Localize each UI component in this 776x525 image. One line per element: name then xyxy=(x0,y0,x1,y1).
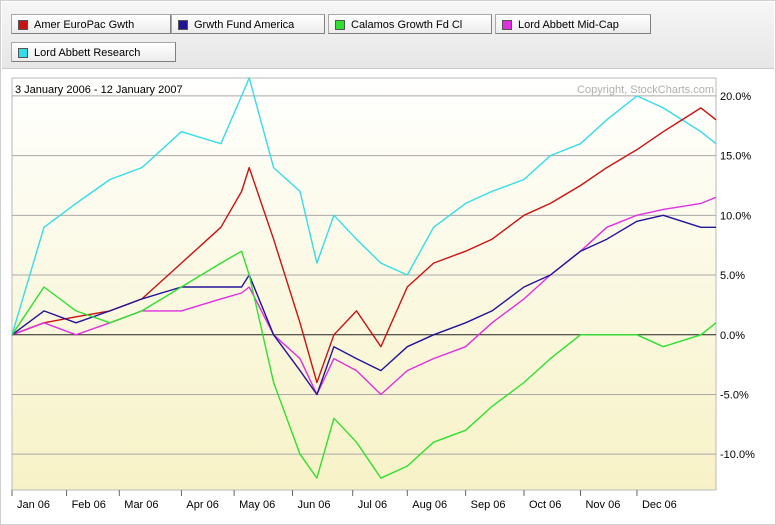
y-tick-label: 5.0% xyxy=(720,270,745,282)
legend-item-lord-abbett-mid-cap[interactable]: Lord Abbett Mid-Cap xyxy=(495,14,651,34)
x-tick-label: May 06 xyxy=(239,499,275,511)
grid-lines xyxy=(12,95,716,455)
y-tick-label: 20.0% xyxy=(720,91,751,103)
series-line-amer-europac-gwth xyxy=(11,107,717,384)
legend-label: Lord Abbett Mid-Cap xyxy=(518,19,619,31)
legend-swatch xyxy=(18,20,28,30)
x-tick-label: Jul 06 xyxy=(358,499,387,511)
x-tick-label: Aug 06 xyxy=(412,499,447,511)
legend-label: Amer EuroPac Gwth xyxy=(34,19,135,31)
legend-item-calamos-growth[interactable]: Calamos Growth Fd Cl xyxy=(328,14,492,34)
x-tick-label: Dec 06 xyxy=(642,499,677,511)
y-tick-label: 10.0% xyxy=(720,210,751,222)
x-axis: Jan 06 Feb 06 Mar 06 Apr 06 May 06 Jun 06 Jul … xyxy=(11,490,677,511)
series-line-grwth-fund-america xyxy=(11,214,716,396)
series-line-calamos-growth-fd-cl xyxy=(11,250,717,479)
date-range: 3 January 2006 - 12 January 2007 xyxy=(15,84,183,96)
x-tick-label: Oct 06 xyxy=(529,499,561,511)
x-tick-label: Sep 06 xyxy=(471,499,506,511)
y-axis: 20.0% 15.0% 10.0% 5.0% 0.0% -5.0% -10.0% xyxy=(720,91,755,461)
legend-item-amer-europac[interactable]: Amer EuroPac Gwth xyxy=(11,14,171,34)
legend-swatch xyxy=(335,20,345,30)
legend-swatch xyxy=(178,20,188,30)
x-tick-label: Jun 06 xyxy=(297,499,330,511)
legend-label: Grwth Fund America xyxy=(194,19,295,31)
x-tick-label: Mar 06 xyxy=(124,499,158,511)
legend-swatch xyxy=(18,48,28,58)
legend-item-grwth-fund-america[interactable]: Grwth Fund America xyxy=(171,14,325,34)
series-line-lord-abbett-research xyxy=(11,77,717,335)
legend-item-lord-abbett-research[interactable]: Lord Abbett Research xyxy=(11,42,176,62)
plot-area xyxy=(11,77,717,491)
legend-bar: Amer EuroPac Gwth Grwth Fund America Cal… xyxy=(2,2,774,69)
y-tick-label: -5.0% xyxy=(720,389,749,401)
x-tick-label: Nov 06 xyxy=(585,499,620,511)
copyright: Copyright, StockCharts.com xyxy=(577,84,714,96)
y-tick-label: 0.0% xyxy=(720,330,745,342)
x-tick-label: Jan 06 xyxy=(17,499,50,511)
legend-label: Calamos Growth Fd Cl xyxy=(351,19,463,31)
legend-swatch xyxy=(502,20,512,30)
x-tick-label: Feb 06 xyxy=(72,499,106,511)
series-line-lord-abbett-mid-cap xyxy=(11,196,717,396)
y-tick-label: 15.0% xyxy=(720,151,751,163)
x-tick-label: Apr 06 xyxy=(186,499,218,511)
legend-label: Lord Abbett Research xyxy=(34,47,141,59)
y-tick-label: -10.0% xyxy=(720,449,755,461)
series-layer xyxy=(11,77,717,479)
